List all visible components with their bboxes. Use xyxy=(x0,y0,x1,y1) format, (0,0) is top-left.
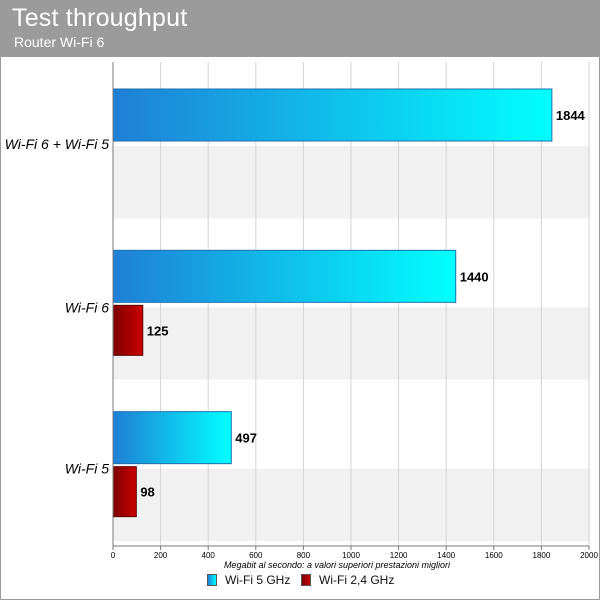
x-tick-label: 1400 xyxy=(437,551,455,560)
chart-header: Test throughput Router Wi-Fi 6 xyxy=(1,1,599,57)
bar-wi-fi-2-4-ghz-wi-fi-5 xyxy=(112,466,137,518)
chart-title: Test throughput xyxy=(12,4,188,32)
chart-legend: Wi-Fi 5 GHz Wi-Fi 2,4 GHz xyxy=(1,573,599,591)
bar-wi-fi-5-ghz-wi-fi-5 xyxy=(112,411,232,465)
value-label-wi-fi-2-4-ghz-wi-fi-6: 125 xyxy=(147,323,169,338)
category-label-wi-fi-5: Wi-Fi 5 xyxy=(65,461,109,477)
x-tick-label: 1800 xyxy=(533,551,551,560)
x-axis-title: Megabit al secondo: a valori superiori p… xyxy=(224,560,451,570)
bar-wi-fi-5-ghz-wi-fi-6 xyxy=(112,249,457,303)
x-tick-label: 200 xyxy=(154,551,168,560)
category-label-wi-fi-6: Wi-Fi 6 xyxy=(65,299,109,315)
x-tick-label: 1600 xyxy=(485,551,503,560)
x-tick-label: 2000 xyxy=(580,551,598,560)
value-label-wi-fi-5-ghz-wi-fi-6: 1440 xyxy=(460,269,489,284)
x-tick-label: 600 xyxy=(249,551,263,560)
category-label-wi-fi-6-wi-fi-5: Wi-Fi 6 + Wi-Fi 5 xyxy=(5,136,110,152)
legend-label-wifi-5ghz: Wi-Fi 5 GHz xyxy=(225,573,291,587)
bar-wi-fi-2-4-ghz-wi-fi-6 xyxy=(112,304,144,356)
value-label-wi-fi-2-4-ghz-wi-fi-5: 98 xyxy=(140,485,154,500)
legend-swatch-wifi-24ghz xyxy=(301,574,311,586)
bar-chart: 1844 Wi-Fi 6 + Wi-Fi 5 1440 125 Wi-Fi 6 497 98… xyxy=(5,62,598,570)
value-label-wi-fi-5-ghz-wi-fi-5: 497 xyxy=(235,431,257,446)
legend-item-wifi-24ghz: Wi-Fi 2,4 GHz xyxy=(301,573,394,587)
x-tick-label: 1200 xyxy=(390,551,408,560)
value-label-wi-fi-5-ghz-wi-fi-6-wi-fi-5: 1844 xyxy=(556,108,586,123)
bar-wi-fi-5-ghz-wi-fi-6-wi-fi-5 xyxy=(112,88,553,142)
x-tick-label: 1000 xyxy=(342,551,360,560)
legend-swatch-wifi-5ghz xyxy=(207,574,217,586)
legend-item-wifi-5ghz: Wi-Fi 5 GHz xyxy=(207,573,290,587)
x-tick-label: 0 xyxy=(111,551,116,560)
x-tick-label: 400 xyxy=(202,551,216,560)
chart-subtitle: Router Wi-Fi 6 xyxy=(14,34,105,50)
x-tick-label: 800 xyxy=(297,551,311,560)
legend-label-wifi-24ghz: Wi-Fi 2,4 GHz xyxy=(319,573,395,587)
